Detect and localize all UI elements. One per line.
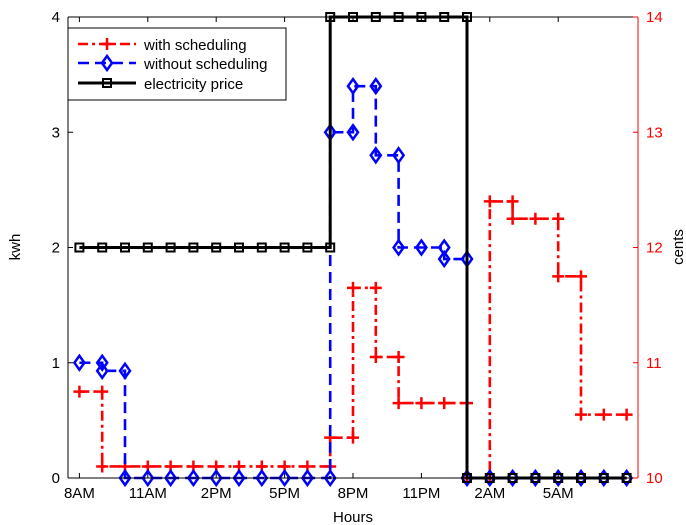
point-without-scheduling-10 — [255, 468, 269, 488]
legend: with scheduling without scheduling elect… — [67, 27, 287, 101]
x-tick-label-6: 2AM — [474, 485, 505, 502]
point-with-scheduling-19 — [392, 397, 405, 410]
point-without-scheduling-23 — [437, 249, 451, 269]
point-electricity-price-0 — [74, 242, 85, 253]
y-right-tick-label-4: 14 — [646, 9, 663, 26]
point-without-scheduling-0 — [72, 353, 86, 372]
point-with-scheduling-14 — [347, 431, 359, 444]
point-with-scheduling-25 — [483, 195, 496, 208]
point-with-scheduling-29 — [552, 212, 565, 225]
point-without-scheduling-17 — [369, 76, 383, 96]
point-electricity-price-5 — [188, 242, 199, 253]
legend-marker-electricity-price — [102, 78, 112, 88]
point-with-scheduling-31 — [575, 270, 587, 283]
y-right-axis-label: cents — [670, 229, 686, 265]
point-electricity-price-4 — [165, 242, 176, 253]
point-without-scheduling-21 — [414, 238, 428, 257]
point-without-scheduling-4 — [118, 468, 132, 488]
point-with-scheduling-0 — [73, 385, 86, 398]
point-with-scheduling-15 — [347, 281, 359, 294]
point-electricity-price-9 — [279, 242, 290, 253]
point-without-scheduling-13 — [323, 468, 337, 488]
point-electricity-price-11 — [325, 242, 336, 253]
y-right-tick-label-3: 13 — [646, 124, 663, 141]
point-without-scheduling-11 — [278, 468, 292, 488]
legend-marker-without-scheduling — [100, 53, 114, 73]
legend-label-with-scheduling: with scheduling — [143, 37, 247, 54]
x-tick-label-0: 8AM — [64, 485, 95, 502]
point-without-scheduling-2 — [95, 361, 109, 380]
point-with-scheduling-17 — [369, 350, 382, 363]
y-left-tick-label-1: 1 — [52, 355, 60, 372]
y-right-tick-label-2: 12 — [646, 240, 663, 257]
point-with-scheduling-30 — [552, 270, 565, 283]
point-with-scheduling-28 — [529, 212, 542, 225]
point-with-scheduling-33 — [597, 408, 610, 421]
legend-marker-with-scheduling — [101, 38, 113, 50]
x-tick-label-3: 5PM — [269, 485, 300, 502]
point-without-scheduling-3 — [118, 361, 132, 380]
x-tick-label-4: 8PM — [338, 485, 369, 502]
x-tick-label-1: 11AM — [129, 485, 167, 502]
point-without-scheduling-15 — [346, 123, 360, 142]
point-with-scheduling-26 — [506, 195, 519, 208]
point-without-scheduling-18 — [369, 146, 383, 165]
series-line-with-scheduling — [79, 200, 627, 480]
point-with-scheduling-18 — [392, 350, 405, 363]
point-without-scheduling-12 — [300, 468, 314, 488]
point-electricity-price-1 — [97, 242, 108, 253]
point-with-scheduling-16 — [369, 281, 382, 294]
x-tick-label-5: 11PM — [402, 485, 440, 502]
point-without-scheduling-8 — [209, 468, 223, 488]
x-tick-label-2: 2PM — [201, 485, 232, 502]
y-left-tick-label-3: 3 — [52, 124, 60, 141]
y-right-tick-label-1: 11 — [646, 355, 662, 372]
point-with-scheduling-21 — [438, 397, 451, 410]
point-with-scheduling-20 — [415, 397, 428, 410]
point-electricity-price-7 — [234, 242, 244, 253]
point-with-scheduling-32 — [575, 408, 587, 421]
point-without-scheduling-19 — [392, 146, 406, 165]
legend-label-electricity-price: electricity price — [144, 76, 243, 93]
point-without-scheduling-5 — [141, 468, 155, 488]
point-with-scheduling-2 — [96, 460, 109, 473]
point-electricity-price-10 — [302, 242, 313, 253]
point-with-scheduling-1 — [96, 385, 109, 398]
point-without-scheduling-16 — [346, 76, 360, 96]
point-without-scheduling-6 — [164, 468, 178, 488]
y-left-tick-label-4: 4 — [52, 9, 60, 26]
point-without-scheduling-20 — [392, 238, 406, 257]
x-axis-label: Hours — [333, 509, 373, 525]
point-without-scheduling-1 — [95, 353, 109, 372]
point-without-scheduling-7 — [186, 468, 200, 488]
ticks-layer: 8AM 11AM 2PM 5PM 8PM 11PM 2AM 5AM01234101112131… — [52, 9, 663, 502]
y-right-tick-label-0: 10 — [646, 470, 663, 487]
point-with-scheduling-27 — [506, 212, 519, 225]
legend-label-without-scheduling: without scheduling — [143, 56, 267, 73]
y-left-tick-label-2: 2 — [52, 240, 60, 257]
point-electricity-price-2 — [120, 242, 130, 253]
point-without-scheduling-9 — [232, 468, 246, 488]
point-electricity-price-3 — [142, 242, 153, 253]
point-with-scheduling-34 — [620, 408, 633, 421]
point-electricity-price-6 — [211, 242, 222, 253]
point-without-scheduling-22 — [437, 238, 451, 257]
x-tick-label-7: 5AM — [543, 485, 574, 502]
y-left-tick-label-0: 0 — [52, 470, 60, 487]
y-left-axis-label: kwh — [7, 234, 24, 261]
legend-samples — [78, 38, 136, 88]
point-electricity-price-8 — [256, 242, 267, 253]
